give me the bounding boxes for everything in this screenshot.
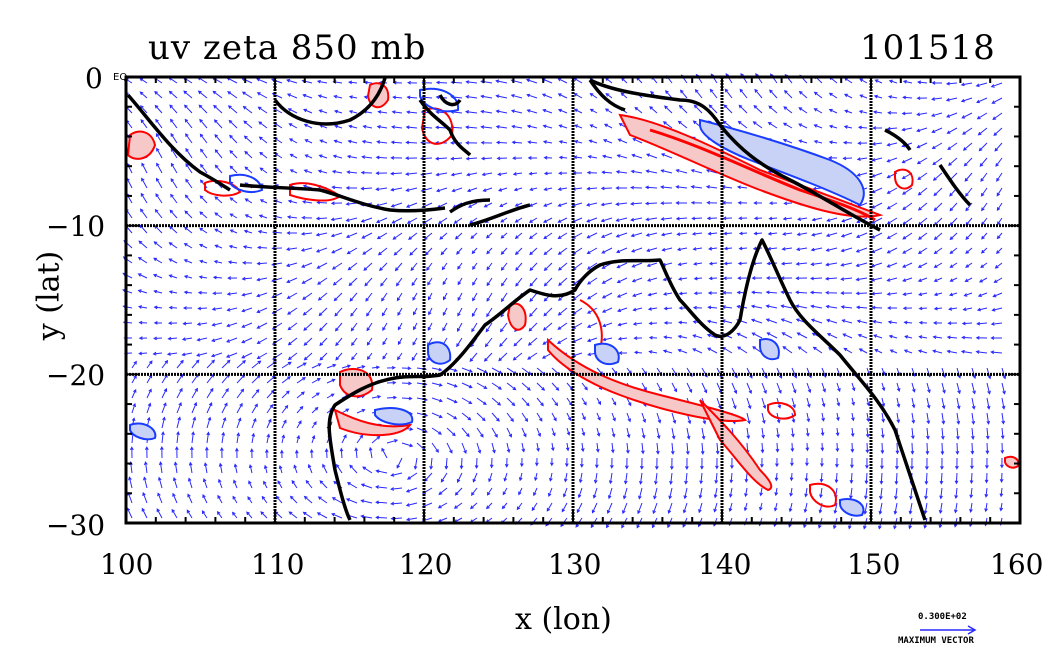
zeta-negative-contour (374, 407, 414, 426)
x-tick-110: 110 (251, 548, 305, 581)
coast-new-britain (884, 128, 972, 207)
zeta-positive-contour (126, 130, 157, 160)
x-tick-130: 130 (548, 548, 602, 581)
zeta-negative-contour (759, 338, 780, 361)
x-tick-100: 100 (100, 548, 154, 581)
zeta-positive-contour (809, 482, 837, 508)
zeta-negative-contour (229, 173, 264, 193)
x-axis-label: x (lon) (515, 602, 612, 637)
x-tick-160: 160 (990, 548, 1044, 581)
x-tick-150: 150 (847, 548, 901, 581)
x-tick-120: 120 (399, 548, 453, 581)
y-tick-0: 0 (85, 62, 103, 95)
coast-sumatra (126, 93, 231, 192)
reference-vector-head (967, 625, 977, 635)
zeta-positive-contour (894, 168, 914, 190)
zeta-negative-contour (839, 498, 865, 517)
coast-new-guinea-north (588, 79, 626, 112)
coast-flores (448, 198, 491, 214)
zeta-negative-contour (594, 342, 620, 366)
equator-tag: EQ (113, 72, 128, 83)
zeta-positive-contour (618, 113, 884, 218)
plot-title: uv zeta 850 mb (148, 28, 427, 68)
wind-vector-field (122, 72, 1007, 530)
zeta-positive-contour (767, 402, 797, 420)
zeta-negative-contour (129, 422, 157, 441)
zeta-positive-contour (649, 128, 876, 222)
x-tick-140: 140 (698, 548, 752, 581)
zeta-positive-contour (579, 299, 603, 351)
zeta-positive-contour (506, 302, 527, 331)
reference-vector-value: 0.300E+02 (918, 612, 967, 622)
zeta-negative-contour (427, 341, 452, 365)
zeta-positive-contour (333, 408, 413, 437)
y-tick-10: −10 (46, 210, 106, 243)
reference-vector (920, 625, 977, 635)
zeta-negative-contour (699, 118, 865, 207)
y-tick-20: −20 (46, 359, 106, 392)
wind-vectors (122, 72, 1007, 530)
zeta-positive-contour (1004, 455, 1020, 469)
coast-borneo (273, 77, 387, 126)
y-tick-30: −30 (46, 509, 106, 542)
plot-frame (124, 75, 1022, 525)
lat-lon-grid (126, 77, 1020, 523)
coastlines (126, 77, 972, 521)
zeta-positive-contour (547, 337, 748, 422)
coast-timor (469, 203, 531, 227)
plot-timestamp: 101518 (860, 28, 996, 68)
reference-vector-label: MAXIMUM VECTOR (898, 636, 974, 646)
coast-java (239, 183, 446, 213)
coast-sulawesi (418, 94, 472, 157)
coast-australia (327, 238, 927, 521)
zeta-positive-contour (699, 399, 773, 492)
